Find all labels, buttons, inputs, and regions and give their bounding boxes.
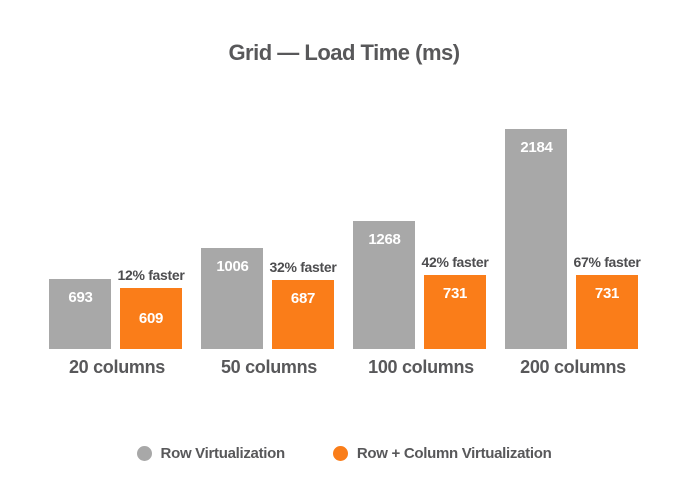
- bar-row-virtualization: 2184: [505, 129, 568, 349]
- legend-swatch-circle-icon: [136, 446, 152, 461]
- legend-item[interactable]: Row Virtualization: [136, 445, 286, 462]
- bar-group: 693 12% faster 609 20 columns: [49, 267, 185, 377]
- faster-annotation: 32% faster: [269, 259, 337, 275]
- bar-pair: 2184 67% faster 731: [505, 129, 641, 349]
- category-label: 20 columns: [68, 357, 166, 377]
- category-label: 200 columns: [520, 357, 626, 377]
- bar-group: 1006 32% faster 687 50 columns: [201, 248, 337, 377]
- faster-annotation: 67% faster: [573, 254, 641, 270]
- faster-annotation: 42% faster: [421, 254, 489, 270]
- bar-group: 1268 42% faster 731 100 columns: [353, 221, 489, 377]
- bar-pair: 693 12% faster 609: [49, 267, 185, 349]
- bar-row-column-virtualization: 687: [272, 280, 334, 349]
- bar-value-label: 609: [138, 310, 164, 327]
- bar-value-label: 2184: [520, 139, 553, 156]
- bar-row-virtualization: 1268: [353, 221, 416, 349]
- annotated-bar: 32% faster 687: [269, 259, 337, 349]
- bar-value-label: 731: [442, 285, 468, 302]
- category-label: 50 columns: [220, 357, 318, 377]
- annotated-bar: 12% faster 609: [117, 267, 185, 349]
- faster-annotation: 12% faster: [117, 267, 185, 283]
- bar-group: 2184 67% faster 731 200 columns: [505, 129, 641, 377]
- bar-value-label: 1268: [368, 231, 401, 248]
- bar-row-virtualization: 1006: [201, 248, 264, 349]
- bar-value-label: 1006: [216, 258, 249, 275]
- legend: Row Virtualization Row + Column Virtualiz…: [0, 445, 688, 462]
- legend-label: Row Virtualization: [160, 445, 286, 462]
- bar-row-column-virtualization: 731: [424, 275, 486, 349]
- bar-pair: 1268 42% faster 731: [353, 221, 489, 349]
- category-label: 100 columns: [368, 357, 474, 377]
- annotated-bar: 42% faster 731: [421, 254, 489, 349]
- plot-area: 693 12% faster 609 20 columns 1006 32% faster…: [49, 129, 641, 377]
- bar-value-label: 731: [594, 285, 620, 302]
- bar-value-label: 687: [290, 290, 316, 307]
- bar-row-column-virtualization: 731: [576, 275, 638, 349]
- bar-value-label: 693: [68, 289, 93, 306]
- legend-swatch-circle-icon: [332, 446, 348, 461]
- annotated-bar: 67% faster 731: [573, 254, 641, 349]
- bar-pair: 1006 32% faster 687: [201, 248, 337, 349]
- legend-item[interactable]: Row + Column Virtualization: [332, 445, 552, 462]
- legend-label: Row + Column Virtualization: [356, 445, 552, 462]
- chart-title: Grid — Load Time (ms): [228, 40, 460, 65]
- bar-row-column-virtualization: 609: [120, 288, 182, 349]
- bar-row-virtualization: 693: [49, 279, 112, 349]
